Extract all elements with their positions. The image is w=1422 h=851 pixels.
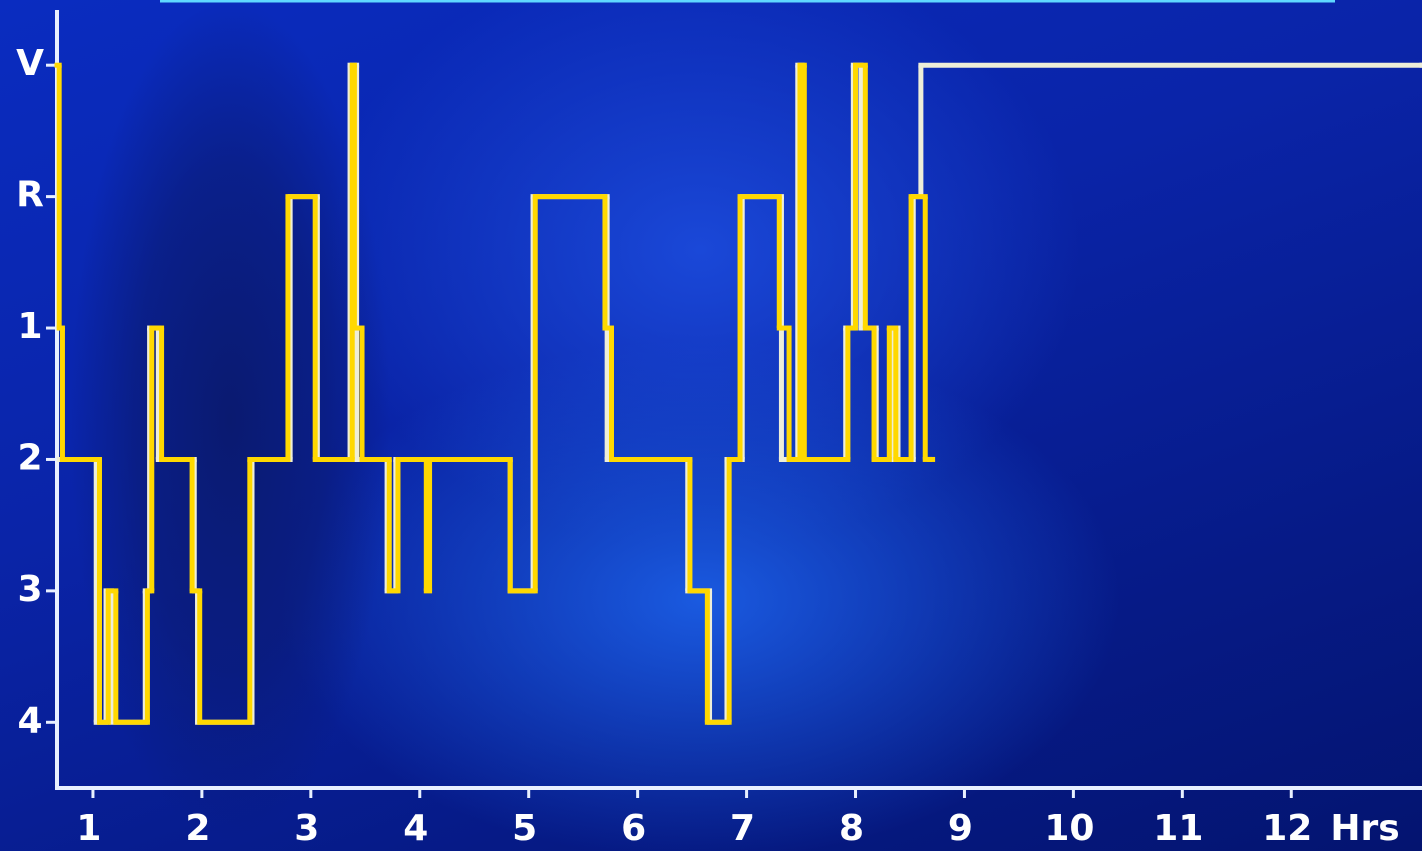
x-tick-label: 9 <box>948 808 973 849</box>
x-tick-label: 6 <box>621 808 646 849</box>
y-tick-label: R <box>16 175 44 216</box>
x-tick-label: 5 <box>512 808 537 849</box>
x-tick-label: 10 <box>1044 808 1094 849</box>
x-tick-label: 1 <box>76 808 101 849</box>
x-tick-label: 12 <box>1262 808 1312 849</box>
y-tick-label: 3 <box>17 569 42 610</box>
x-tick-label: 8 <box>839 808 864 849</box>
y-tick-label: 1 <box>17 306 42 347</box>
x-axis-label: Hrs <box>1330 808 1399 849</box>
x-tick-label: 4 <box>403 808 428 849</box>
y-tick-label: V <box>16 43 44 84</box>
y-tick-label: 2 <box>17 437 42 478</box>
x-tick-label: 11 <box>1153 808 1203 849</box>
x-tick-label: 7 <box>730 808 755 849</box>
x-tick-label: 2 <box>185 808 210 849</box>
x-tick-label: 3 <box>294 808 319 849</box>
y-tick-label: 4 <box>17 700 42 741</box>
